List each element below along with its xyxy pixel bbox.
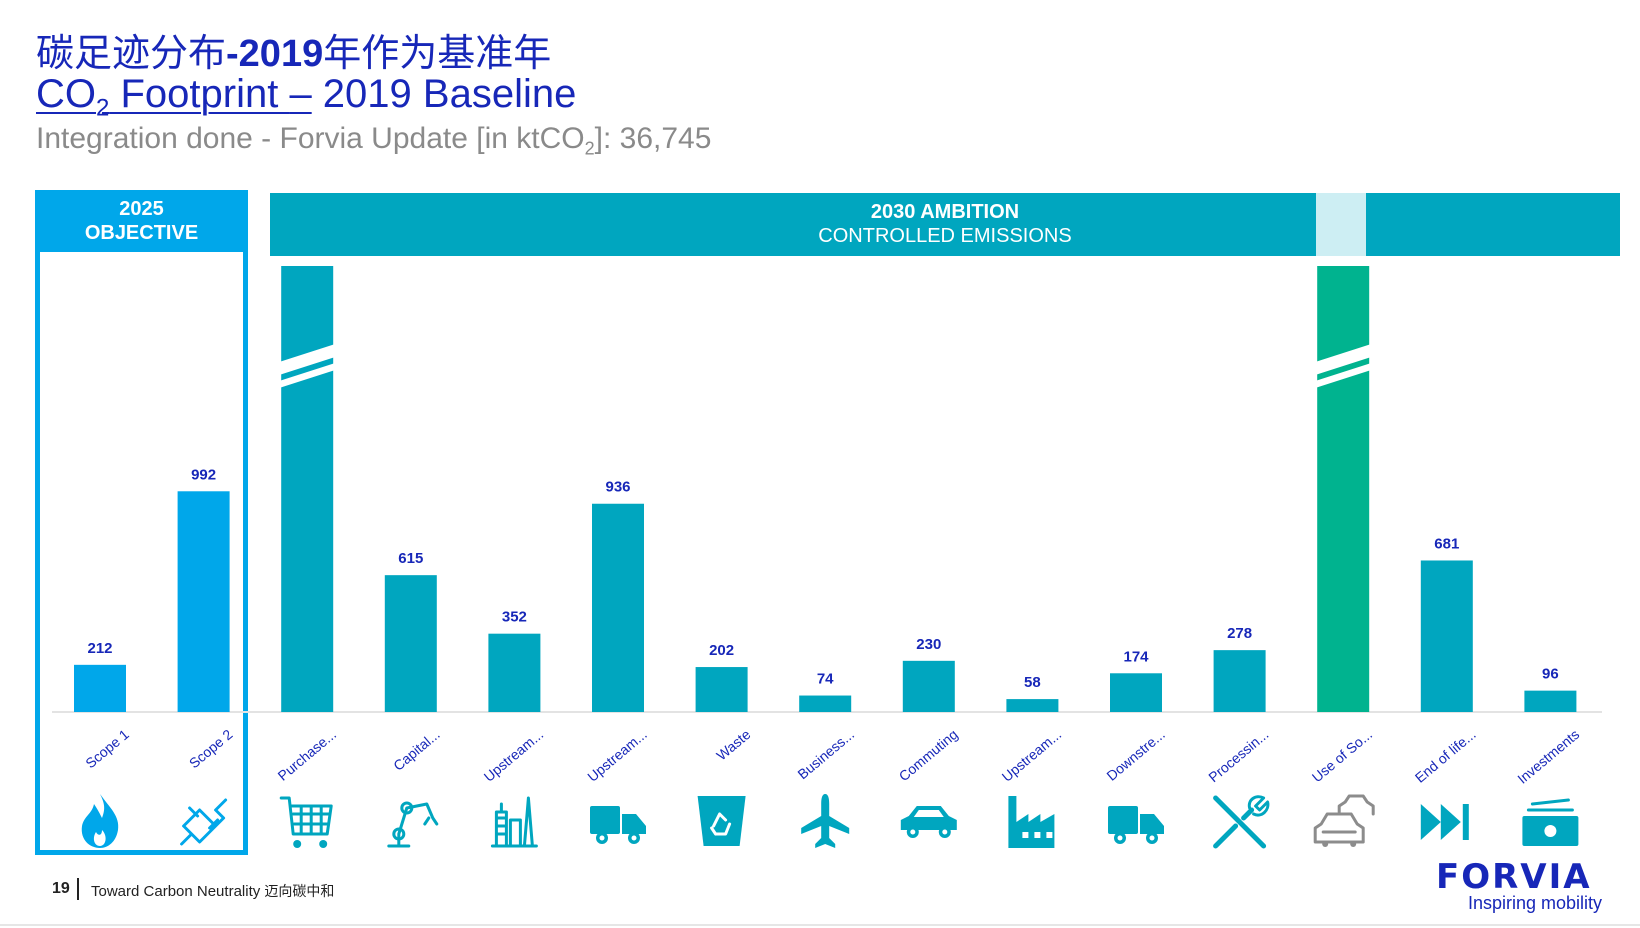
value-label: 936 (605, 479, 630, 496)
value-label: 615 (398, 550, 423, 567)
title-english: CO2 Footprint – 2019 Baseline (36, 72, 577, 122)
refinery-icon (490, 796, 538, 848)
bar-purchase-truncated (281, 266, 334, 712)
truck-icon (1108, 806, 1164, 844)
value-label: 230 (916, 636, 941, 653)
value-label: 96 (1542, 666, 1559, 683)
recycle-bin-icon (697, 796, 746, 846)
bar-break-mark-1 (1315, 344, 1372, 375)
objective-header: 2025 OBJECTIVE (35, 190, 248, 252)
category-label: Scope 2 (186, 726, 236, 771)
airplane-icon (801, 794, 850, 848)
value-label: 202 (709, 642, 734, 659)
bar-break-mark-2 (279, 363, 336, 388)
category-label: Upstream... (584, 726, 650, 785)
footer-separator (77, 878, 79, 900)
robot-arm-icon (387, 801, 439, 848)
value-label: 74 (817, 671, 834, 688)
bar-end-of-life (1420, 560, 1473, 712)
bar-capital (384, 575, 437, 712)
bar-use-of-so-truncated (1317, 266, 1370, 712)
page-number: 19 (52, 880, 70, 897)
bar-break-mark-2 (1315, 363, 1372, 388)
cars-icon (1313, 794, 1375, 847)
category-label: Scope 1 (82, 726, 132, 771)
bar-upstream (488, 633, 541, 712)
category-label: Business... (794, 726, 857, 782)
value-label: 278 (1227, 625, 1252, 642)
bar-investments (1524, 690, 1577, 712)
category-label: Commuting (896, 726, 961, 784)
bar-processin (1213, 650, 1266, 712)
bottom-rule (0, 924, 1640, 926)
ambition-header-gap (1316, 193, 1366, 256)
category-label: Use of So... (1309, 726, 1375, 785)
category-label: Processin... (1205, 726, 1271, 785)
footer-text: Toward Carbon Neutrality 迈向碳中和 (91, 883, 335, 900)
shopping-cart-icon (279, 796, 333, 848)
money-icon (1522, 798, 1579, 846)
bar-upstream (592, 503, 644, 712)
category-label: Upstream... (999, 726, 1065, 785)
ambition-header: 2030 AMBITION CONTROLLED EMISSIONS (270, 193, 1620, 256)
category-label: Downstre... (1103, 726, 1168, 784)
bar-commuting (902, 660, 955, 712)
bar-business (799, 695, 852, 712)
value-label: 352 (502, 609, 527, 626)
subtitle: Integration done - Forvia Update [in ktC… (36, 122, 712, 159)
forvia-logo: FORVIA (1436, 857, 1592, 897)
truck-icon (590, 806, 646, 844)
category-label: Capital... (390, 726, 443, 774)
bar-waste (695, 667, 748, 712)
category-label: End of life... (1412, 726, 1479, 786)
value-label: 212 (87, 640, 112, 657)
value-label: 174 (1123, 648, 1149, 665)
car-icon (900, 806, 957, 838)
bar-break-mark-1 (279, 344, 336, 375)
category-label: Upstream... (481, 726, 547, 785)
category-label: Waste (713, 726, 753, 764)
tagline: Inspiring mobility (1468, 893, 1603, 913)
bar-downstre (1110, 673, 1162, 712)
title-chinese: 碳足迹分布-2019年作为基准年 (36, 31, 552, 75)
value-label: 992 (191, 466, 216, 483)
category-label: Purchase... (275, 726, 340, 784)
value-label: 58 (1024, 674, 1041, 691)
flame-icon (81, 794, 119, 848)
value-label: 681 (1434, 535, 1459, 552)
tools-icon (1213, 795, 1270, 849)
bar-scope-2 (177, 491, 230, 712)
bar-scope-1 (74, 664, 126, 712)
factory-icon (1008, 796, 1055, 848)
category-label: Investments (1514, 726, 1582, 787)
bar-upstream (1006, 699, 1059, 712)
plug-icon (180, 798, 228, 846)
fast-forward-icon (1420, 804, 1469, 840)
